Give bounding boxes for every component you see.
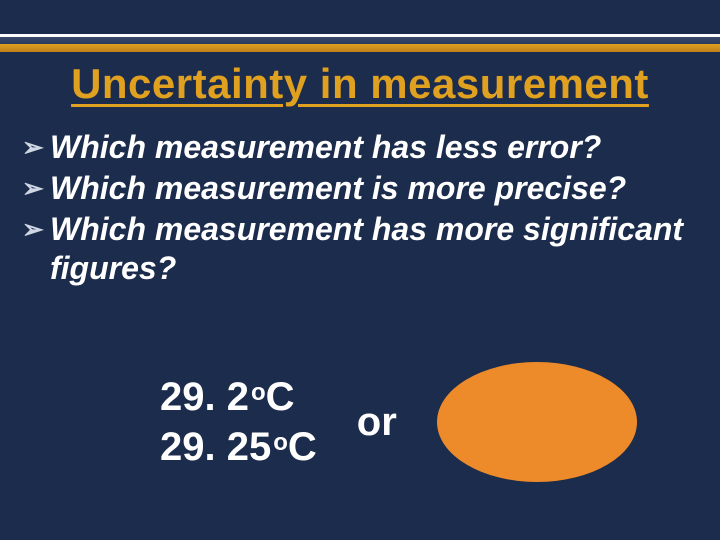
value-2: 29. 25 <box>160 425 271 469</box>
degree-sup-1: o <box>251 379 266 406</box>
bullet-text: Which measurement is more precise? <box>50 169 700 208</box>
bullet-list: ➢ Which measurement has less error? ➢ Wh… <box>22 128 700 290</box>
measurement-values: 29. 2oC 29. 25oC <box>160 372 317 472</box>
bullet-text: Which measurement has more significant f… <box>50 210 700 288</box>
answer-oval <box>437 362 637 482</box>
arrow-icon: ➢ <box>22 169 50 207</box>
arrow-icon: ➢ <box>22 210 50 248</box>
bullet-item: ➢ Which measurement is more precise? <box>22 169 700 208</box>
unit-1: C <box>266 375 295 419</box>
bullet-item: ➢ Which measurement has less error? <box>22 128 700 167</box>
measurement-row: 29. 2oC 29. 25oC or <box>160 362 680 482</box>
slide-title: Uncertainty in measurement <box>0 60 720 108</box>
degree-sup-2: o <box>273 429 288 456</box>
measurement-line-2: 29. 25oC <box>160 422 317 472</box>
bullet-item: ➢ Which measurement has more significant… <box>22 210 700 288</box>
decorative-top-bar <box>0 34 720 52</box>
bullet-text: Which measurement has less error? <box>50 128 700 167</box>
connector-text: or <box>357 400 397 445</box>
arrow-icon: ➢ <box>22 128 50 166</box>
unit-2: C <box>288 425 317 469</box>
value-1: 29. 2 <box>160 375 249 419</box>
measurement-line-1: 29. 2oC <box>160 372 317 422</box>
